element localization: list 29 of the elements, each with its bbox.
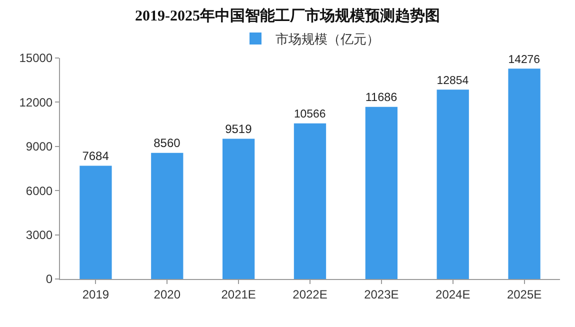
data-label: 12854 [436,74,470,87]
data-label: 9519 [225,122,252,136]
bar [222,138,255,279]
x-tick-label: 2025E [506,287,542,302]
chart-title: 2019-2025年中国智能工厂市场规模预测趋势图 [135,6,440,24]
bar [151,152,184,279]
x-tick-label: 2022E [292,287,328,302]
data-label: 7684 [82,148,110,163]
data-label: 11686 [365,90,398,104]
x-tick-label: 2021E [221,287,256,302]
bar [365,106,398,279]
bar [436,90,469,279]
y-tick-label: 0 [46,272,53,286]
y-tick-label: 3000 [26,228,53,242]
y-tick-label: 12000 [19,95,53,110]
bar [508,68,540,279]
y-tick-label: 9000 [26,140,53,154]
y-tick-label: 15000 [19,51,53,66]
bar [294,123,326,279]
x-tick-label: 2024E [436,287,470,302]
x-tick-label: 2020 [154,287,181,302]
x-tick-label: 2019 [82,287,110,302]
data-label: 10566 [294,108,326,120]
bar [80,166,112,279]
data-label: 14276 [508,54,540,66]
legend-label: 市场规模（亿元） [276,32,380,47]
x-tick-label: 2023E [364,287,399,302]
data-label: 8560 [154,136,181,150]
y-tick-label: 6000 [26,184,53,198]
